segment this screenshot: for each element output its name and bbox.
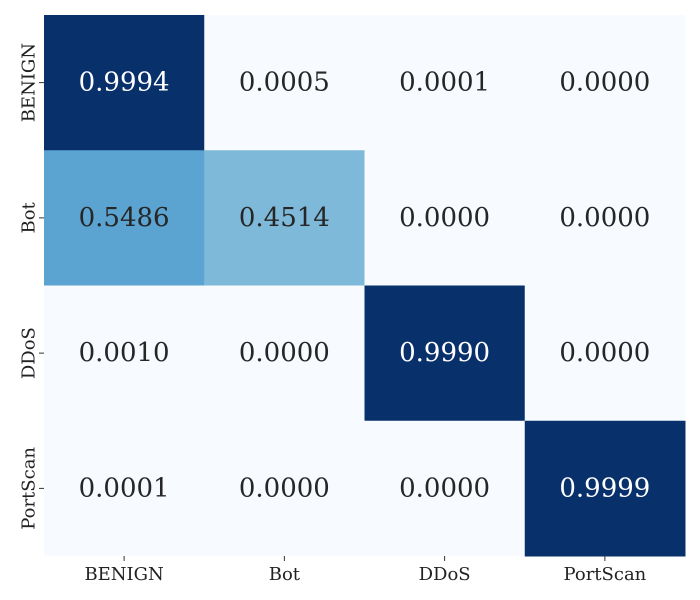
heatmap-cell-0-2: [364, 15, 526, 151]
cell-value-label-1-3: 0.0000: [559, 203, 650, 233]
heatmap-cell-3-0: [44, 420, 205, 557]
cell-value-label-0-1: 0.0005: [239, 68, 330, 98]
heatmap-cell-2-0: [44, 285, 205, 422]
x-tick-label-0: BENIGN: [84, 564, 163, 585]
x-tick-label-3: PortScan: [563, 564, 646, 585]
cell-value-label-3-0: 0.0001: [79, 473, 170, 503]
cell-value-label-0-2: 0.0001: [399, 68, 490, 98]
heatmap-cell-2-1: [204, 285, 365, 422]
cell-value-label-2-3: 0.0000: [559, 338, 650, 368]
heatmap-cell-1-2: [364, 150, 526, 286]
cell-value-label-2-2: 0.9990: [399, 338, 490, 368]
cell-value-label-2-1: 0.0000: [239, 338, 330, 368]
heatmap-cell-2-2: [364, 285, 526, 422]
cell-value-label-1-0: 0.5486: [79, 203, 170, 233]
cell-value-label-0-3: 0.0000: [559, 68, 650, 98]
cell-value-label-3-1: 0.0000: [239, 473, 330, 503]
y-tick-label-2: DDoS: [19, 327, 40, 379]
y-tick-label-1: Bot: [19, 201, 40, 233]
heatmap-cell-1-1: [204, 150, 365, 286]
cell-value-label-3-2: 0.0000: [399, 473, 490, 503]
x-tick-label-1: Bot: [269, 564, 301, 585]
heatmap-cell-0-0: [44, 15, 205, 151]
heatmap-cell-0-3: [524, 15, 686, 151]
cell-value-label-1-1: 0.4514: [239, 203, 330, 233]
y-tick-label-3: PortScan: [19, 447, 40, 530]
heatmap-cell-3-3: [524, 420, 686, 557]
heatmap-cell-1-3: [524, 150, 686, 286]
heatmap-cell-0-1: [204, 15, 365, 151]
heatmap-cell-3-2: [364, 420, 526, 557]
y-tick-label-0: BENIGN: [19, 43, 40, 122]
heatmap-cell-1-0: [44, 150, 205, 286]
x-tick-label-2: DDoS: [419, 564, 471, 585]
cell-value-label-3-3: 0.9999: [559, 473, 650, 503]
heatmap-cell-3-1: [204, 420, 365, 557]
heatmap-cell-2-3: [524, 285, 686, 422]
cell-value-label-1-2: 0.0000: [399, 203, 490, 233]
cell-value-label-2-0: 0.0010: [79, 338, 170, 368]
cell-value-label-0-0: 0.9994: [79, 68, 170, 98]
